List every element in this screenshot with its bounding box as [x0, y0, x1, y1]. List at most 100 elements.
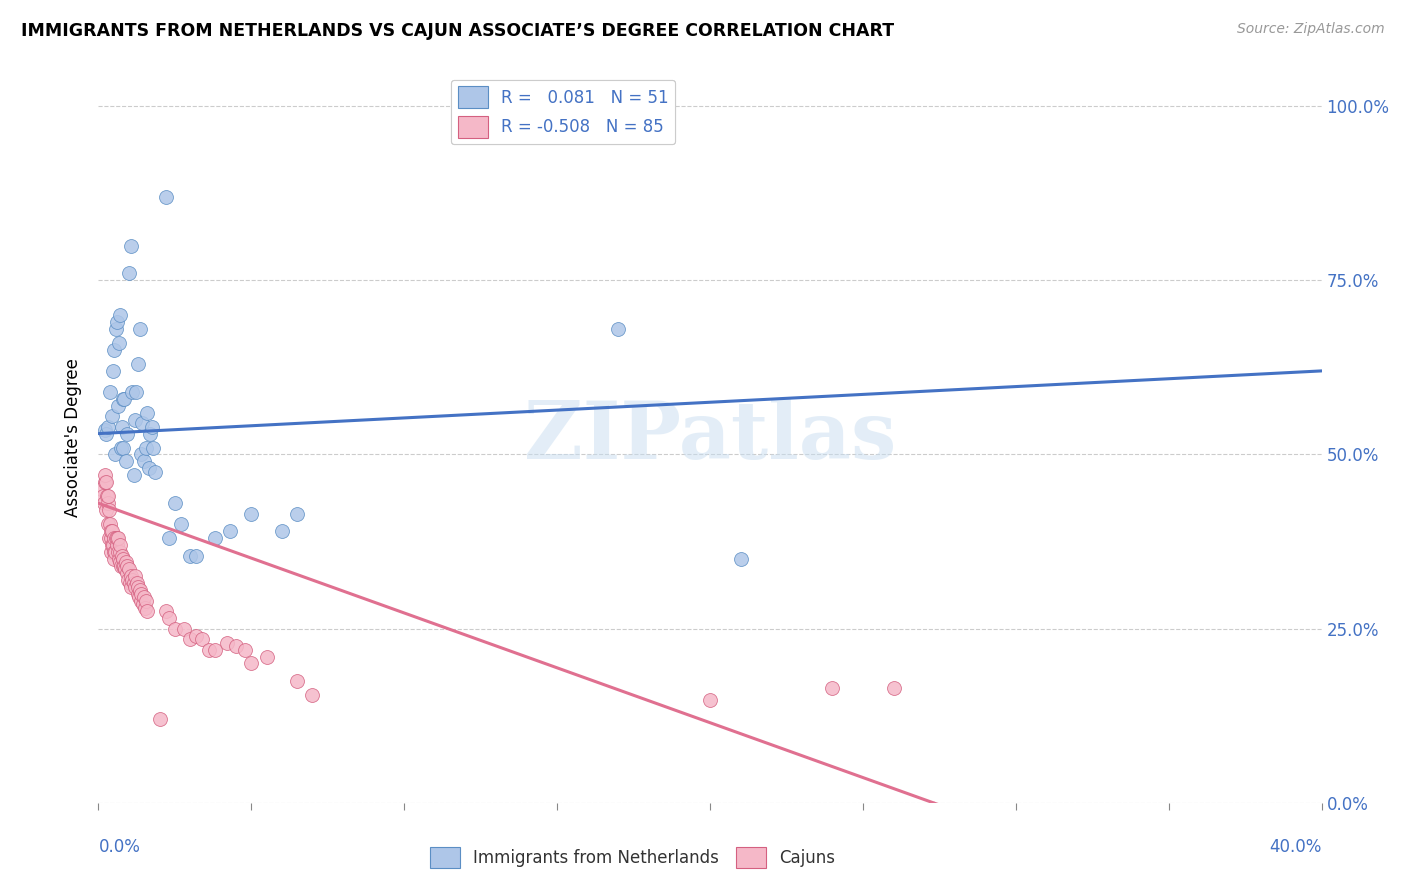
Point — [125, 384, 148, 399]
Point — [107, 545, 129, 559]
Point — [170, 517, 193, 532]
Point — [120, 580, 142, 594]
Point — [240, 507, 263, 521]
Point — [97, 489, 120, 503]
Point — [125, 576, 148, 591]
Point — [138, 461, 160, 475]
Point — [97, 496, 120, 510]
Point — [129, 448, 152, 462]
Point — [225, 639, 247, 653]
Point — [94, 426, 117, 441]
Point — [186, 549, 208, 563]
Point — [107, 399, 129, 413]
Point — [94, 468, 117, 483]
Point — [215, 635, 238, 649]
Point — [124, 412, 146, 426]
Point — [101, 538, 124, 552]
Point — [132, 591, 155, 605]
Point — [122, 576, 145, 591]
Point — [139, 426, 162, 441]
Point — [103, 343, 125, 357]
Point — [121, 573, 143, 587]
Point — [149, 712, 172, 726]
Point — [142, 441, 165, 455]
Point — [115, 566, 138, 580]
Point — [98, 503, 121, 517]
Point — [98, 384, 121, 399]
Point — [127, 357, 149, 371]
Point — [107, 531, 129, 545]
Point — [157, 611, 180, 625]
Text: 40.0%: 40.0% — [1270, 838, 1322, 856]
Point — [96, 489, 118, 503]
Point — [135, 441, 157, 455]
Point — [129, 594, 152, 608]
Point — [285, 507, 308, 521]
Point — [98, 517, 121, 532]
Point — [101, 364, 124, 378]
Point — [110, 538, 132, 552]
Point — [111, 392, 134, 406]
Point — [197, 642, 219, 657]
Point — [117, 426, 139, 441]
Point — [101, 409, 124, 424]
Point — [186, 629, 208, 643]
Point — [127, 580, 149, 594]
Point — [233, 642, 256, 657]
Point — [163, 622, 186, 636]
Point — [730, 552, 752, 566]
Point — [103, 545, 125, 559]
Point — [94, 475, 117, 490]
Point — [118, 266, 141, 280]
Point — [114, 562, 136, 576]
Point — [110, 441, 132, 455]
Point — [240, 657, 263, 671]
Point — [108, 336, 131, 351]
Point — [155, 604, 177, 618]
Point — [105, 531, 128, 545]
Point — [117, 573, 139, 587]
Point — [93, 496, 115, 510]
Point — [100, 545, 122, 559]
Point — [270, 524, 292, 538]
Point — [112, 552, 135, 566]
Point — [108, 552, 131, 566]
Point — [108, 556, 131, 570]
Point — [90, 483, 112, 497]
Point — [132, 454, 155, 468]
Point — [93, 475, 115, 490]
Point — [111, 419, 134, 434]
Point — [103, 531, 125, 545]
Point — [93, 423, 115, 437]
Point — [97, 419, 120, 434]
Point — [128, 583, 150, 598]
Point — [120, 238, 142, 252]
Point — [157, 531, 180, 545]
Text: ZIPatlas: ZIPatlas — [524, 398, 896, 476]
Point — [103, 552, 125, 566]
Point — [128, 591, 150, 605]
Point — [121, 384, 143, 399]
Point — [122, 468, 145, 483]
Point — [132, 597, 155, 611]
Point — [883, 681, 905, 695]
Point — [105, 538, 128, 552]
Point — [821, 681, 844, 695]
Text: Source: ZipAtlas.com: Source: ZipAtlas.com — [1237, 22, 1385, 37]
Point — [256, 649, 278, 664]
Point — [104, 545, 127, 559]
Point — [135, 604, 157, 618]
Point — [118, 576, 141, 591]
Legend: Immigrants from Netherlands, Cajuns: Immigrants from Netherlands, Cajuns — [423, 840, 842, 875]
Point — [124, 580, 146, 594]
Point — [120, 569, 142, 583]
Text: IMMIGRANTS FROM NETHERLANDS VS CAJUN ASSOCIATE’S DEGREE CORRELATION CHART: IMMIGRANTS FROM NETHERLANDS VS CAJUN ASS… — [21, 22, 894, 40]
Point — [135, 594, 157, 608]
Point — [136, 406, 159, 420]
Point — [173, 622, 195, 636]
Point — [112, 441, 135, 455]
Point — [285, 673, 308, 688]
Text: 0.0%: 0.0% — [98, 838, 141, 856]
Point — [98, 531, 121, 545]
Point — [607, 322, 630, 336]
